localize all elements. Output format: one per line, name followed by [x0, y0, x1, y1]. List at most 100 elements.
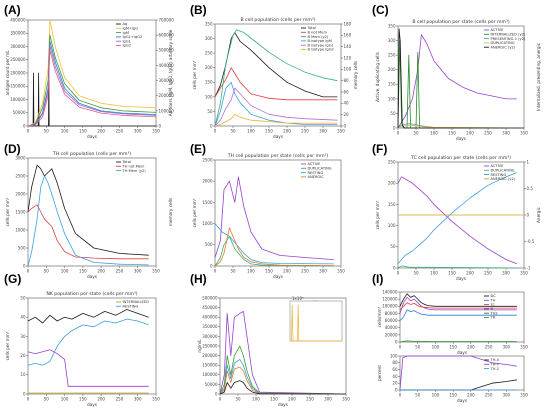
- y-axis-label: cells per mm³: [192, 198, 197, 227]
- y-axis-label: Active, duplicating cells: [375, 52, 380, 102]
- y-tick-label: 150000: [10, 84, 26, 89]
- x-axis-label: days: [456, 136, 466, 141]
- series-line-active: [27, 349, 149, 387]
- x-tick-label: 300: [319, 129, 327, 134]
- y2-tick-label: 100: [344, 67, 352, 72]
- y2-axis-label: memory cells: [353, 61, 358, 89]
- y-tick-label: 0: [393, 265, 396, 270]
- y2-tick-label: -1: [527, 265, 531, 270]
- legend-entry: ACTIVE: [308, 162, 322, 166]
- x-tick-label: 0: [399, 393, 402, 398]
- y-tick-label: 300000: [202, 334, 218, 339]
- series-line-b: [399, 309, 517, 321]
- y2-tick-label: 200000: [159, 93, 175, 98]
- series-line-il-4: [219, 345, 347, 395]
- y2-tick-label: 140: [344, 44, 352, 49]
- legend-entry: TH-0: [490, 358, 500, 362]
- series-line-anergic-y2-: [397, 28, 524, 129]
- series-line-b-isotype-igg2: [214, 113, 338, 127]
- x-tick-label: 0: [214, 269, 217, 274]
- y-tick-label: 100000: [202, 372, 218, 377]
- legend-entry: DUPLICATING: [491, 169, 515, 173]
- y-tick-label: 100: [388, 223, 396, 228]
- y-tick-label: 350: [388, 23, 396, 28]
- y-tick-label: 200: [205, 65, 213, 70]
- series-line-igg2: [27, 49, 157, 127]
- series-line-total: [27, 164, 149, 256]
- y-tick-label: 350000: [202, 324, 218, 329]
- y-tick-label: 2000: [15, 191, 26, 196]
- series-line-b-isotype-igg1: [214, 87, 338, 127]
- panel-letter-c: (C): [372, 3, 389, 17]
- legend-entry: TH Mem (y2): [122, 169, 147, 173]
- y2-tick-label: 180: [344, 21, 352, 26]
- legend-entry: ANERGIC (y2): [491, 177, 516, 181]
- x-tick-label: 300: [134, 397, 142, 402]
- y2-axis-label: memory cells: [168, 198, 173, 226]
- x-tick-label: 200: [97, 269, 105, 274]
- x-tick-label: 100: [430, 271, 438, 276]
- x-tick-label: 0: [397, 271, 400, 276]
- x-tick-label: 350: [342, 397, 350, 402]
- y2-tick-label: 120: [344, 55, 352, 60]
- y-tick-label: 0: [210, 123, 213, 128]
- x-axis-label: days: [456, 276, 466, 281]
- legend-entry: TR: [490, 316, 496, 320]
- chart-a: 0 50 100 150 200 250 300 3500500001000001500002…: [5, 17, 174, 139]
- chart-f: 0 50 100 150 200 250 300 350 0 50 100 150 200 250 -1 -0…: [375, 155, 541, 281]
- x-tick-label: 200: [467, 345, 475, 350]
- y-tick-label: 60: [392, 367, 398, 372]
- y-tick-label: 250000: [10, 57, 26, 62]
- y-tick-label: 50000: [13, 110, 26, 115]
- y-tick-label: 200: [388, 181, 396, 186]
- legend-entry: B Mem (y2): [308, 35, 329, 39]
- legend-entry: IgG1: [123, 39, 131, 43]
- series-line-tc: [399, 302, 517, 311]
- x-tick-label: 50: [44, 397, 50, 402]
- x-tick-label: 250: [301, 129, 309, 134]
- x-axis-label: days: [87, 402, 97, 407]
- y-tick-label: 20000: [385, 332, 398, 337]
- x-tick-label: 300: [319, 269, 327, 274]
- legend-entry: RESTING: [123, 305, 139, 309]
- x-axis-label: days: [87, 134, 97, 139]
- chart-b: 0 50 100 150 200 250 300 3500501001502002503003…: [192, 17, 358, 139]
- x-tick-label: 150: [449, 345, 457, 350]
- series-line-tgf-b: [219, 380, 347, 395]
- x-tick-label: 50: [230, 129, 236, 134]
- y2-tick-label: 300000: [159, 78, 175, 83]
- legend-entry: IgM+IgG: [123, 27, 139, 31]
- y-tick-label: 150000: [202, 363, 218, 368]
- x-tick-label: 0: [214, 129, 217, 134]
- y-tick-label: 20: [392, 381, 398, 386]
- legend-entry: TH: [490, 299, 496, 303]
- panel-letter-h: (H): [190, 272, 207, 286]
- x-tick-label: 200: [283, 269, 291, 274]
- plot-frame: [399, 291, 525, 343]
- x-tick-label: 50: [44, 269, 50, 274]
- x-tick-label: 150: [79, 397, 87, 402]
- x-tick-label: 0: [399, 345, 402, 350]
- x-tick-label: 150: [449, 393, 457, 398]
- x-axis-label: days: [273, 274, 283, 279]
- y-tick-label: 150: [388, 202, 396, 207]
- y2-tick-label: -0.5: [527, 239, 535, 244]
- y2-tick-label: 80: [344, 78, 350, 83]
- x-tick-label: 100: [61, 397, 69, 402]
- legend-entry: DC: [491, 294, 497, 298]
- y-tick-label: 80: [392, 360, 398, 365]
- x-tick-label: 350: [337, 269, 345, 274]
- y2-tick-label: 0: [159, 123, 162, 128]
- chart-c: 0 50 100 150 200 250 300 350 0 50 100 150 200 250 300 3…: [375, 19, 541, 141]
- legend-entry: TH2: [490, 311, 498, 315]
- series-line-dc: [399, 293, 517, 307]
- series-line-tr: [399, 340, 517, 343]
- y-axis-label: cells per mm³: [192, 60, 197, 89]
- plot-frame: [27, 297, 157, 395]
- y2-tick-label: 0.5: [527, 186, 534, 191]
- series-line-resting: [27, 318, 149, 366]
- y-tick-label: 0: [23, 391, 26, 396]
- series-line-active: [397, 34, 517, 129]
- chart-e: 0 50 100 150 200 250 300 350 0 500 1000 1500 2000 250…: [192, 153, 345, 279]
- x-tick-label: 150: [270, 397, 278, 402]
